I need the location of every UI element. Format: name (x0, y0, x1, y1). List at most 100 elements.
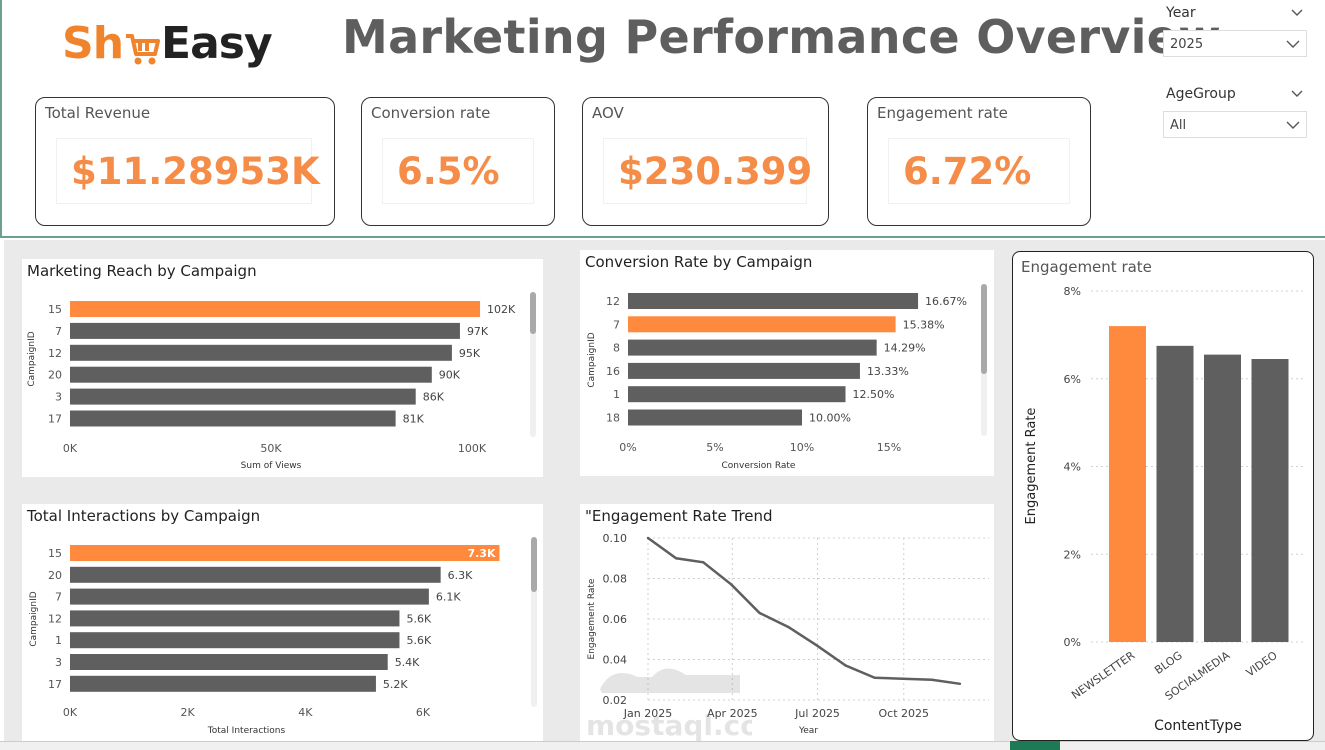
y-axis-title: Engagement Rate (1024, 408, 1039, 525)
category-label: NEWSLETTER (1069, 649, 1137, 702)
y-tick-label: 0.02 (603, 694, 628, 707)
data-label: 81K (403, 413, 425, 426)
report-header: Sh Easy Marketing Performance Overview T… (0, 0, 1325, 238)
data-label: 5.4K (395, 656, 420, 669)
data-point (815, 644, 818, 647)
y-tick-label: 0.08 (603, 573, 628, 586)
total-interactions-chart[interactable]: Total Interactions by Campaign 15 7.3K 20 6… (22, 504, 543, 741)
data-label: 5.6K (406, 612, 431, 625)
bar (70, 410, 396, 427)
kpi-card-aov[interactable]: AOV $230.399 (582, 97, 829, 226)
x-tick-label: 4K (298, 706, 313, 719)
x-tick-label: 6K (416, 706, 431, 719)
category-label: 20 (48, 369, 62, 382)
x-tick-label: Oct 2025 (878, 707, 929, 720)
x-tick-label: 15% (877, 441, 901, 454)
bar (628, 409, 802, 426)
data-point (758, 611, 761, 615)
bar (70, 675, 376, 692)
bar (70, 545, 500, 561)
marketing-reach-svg: 15 102K 7 97K 12 95K 20 90K 3 86K 17 81K 0K 50K 100K Su… (27, 292, 536, 471)
agegroup-filter-value: All (1170, 118, 1187, 133)
category-label: 7 (55, 591, 62, 604)
bar (70, 366, 432, 383)
kpi-card-conversion-rate[interactable]: Conversion rate 6.5% (361, 97, 555, 226)
x-tick-label: 5% (706, 441, 723, 454)
bar (70, 610, 400, 627)
kpi-value: 6.72% (903, 149, 1032, 193)
data-point (674, 557, 678, 560)
category-label: 16 (606, 365, 620, 378)
kpi-card-engagement-rate[interactable]: Engagement rate 6.72% (867, 97, 1091, 226)
y-tick-label: 6% (1064, 373, 1081, 386)
kpi-card-total-revenue[interactable]: Total Revenue $11.28953K (35, 97, 335, 226)
x-tick-label: 0% (619, 441, 636, 454)
x-tick-label: Jul 2025 (794, 707, 840, 720)
agegroup-filter-dropdown[interactable]: All (1163, 111, 1307, 138)
year-filter-label: Year (1166, 5, 1196, 21)
category-label: 15 (48, 547, 62, 560)
kpi-label: Engagement rate (877, 104, 1008, 122)
bar (70, 654, 388, 670)
category-label: 3 (55, 391, 62, 404)
category-label: 18 (606, 412, 620, 425)
chevron-down-icon (1286, 40, 1300, 48)
chevron-down-icon[interactable] (1291, 7, 1303, 19)
y-axis-title: Engagement Rate (587, 578, 597, 659)
x-axis-title: Sum of Views (241, 461, 302, 471)
chart-title: Marketing Reach by Campaign (27, 262, 257, 280)
kpi-label: Total Revenue (45, 104, 151, 122)
engagement-by-content-chart[interactable]: Engagement rate 0% 2% 4% 6% 8% NEWSLETTER BLOG… (1012, 251, 1314, 741)
x-tick-label: 100K (458, 442, 487, 455)
y-tick-label: 4% (1064, 461, 1081, 474)
data-label: 5.2K (383, 678, 408, 691)
active-page-tab[interactable] (1010, 741, 1060, 750)
data-point (958, 682, 962, 685)
data-label: 90K (439, 369, 461, 382)
y-tick-label: 0.04 (603, 654, 628, 667)
bar (628, 316, 896, 333)
category-label: 12 (606, 295, 620, 308)
data-point (844, 664, 847, 667)
chevron-down-icon[interactable] (1291, 88, 1303, 100)
data-label: 16.67% (925, 295, 967, 308)
data-point (646, 536, 650, 540)
data-point (930, 678, 934, 681)
total-interactions-svg: 15 7.3K 20 6.3K 7 6.1K 12 5.6K 1 5.6K 3 5.4K 17 5.2K 0… (29, 537, 537, 736)
data-label: 6.3K (448, 569, 473, 582)
bar (70, 322, 460, 339)
kpi-value: $230.399 (618, 149, 813, 193)
bar (70, 632, 400, 649)
y-axis-title: CampaignID (27, 331, 37, 386)
x-tick-label: Jan 2025 (623, 707, 672, 720)
x-tick-label: 0K (63, 442, 78, 455)
y-tick-label: 8% (1064, 285, 1081, 298)
data-label: 5.6K (406, 634, 431, 647)
category-label: 12 (48, 612, 62, 625)
y-axis-title: CampaignID (29, 591, 39, 646)
data-label: 102K (487, 303, 516, 316)
conversion-rate-chart[interactable]: Conversion Rate by Campaign 12 16.67% 7 15.… (580, 250, 994, 476)
year-filter-dropdown[interactable]: 2025 (1163, 30, 1307, 57)
chart-title: Total Interactions by Campaign (27, 507, 261, 525)
year-filter-value: 2025 (1170, 37, 1204, 52)
marketing-reach-chart[interactable]: Marketing Reach by Campaign 15 102K 7 97K 12… (22, 259, 543, 477)
category-label: 8 (613, 342, 620, 355)
category-label: 1 (613, 388, 620, 401)
y-axis-title: CampaignID (587, 332, 597, 387)
category-label: 12 (48, 347, 62, 360)
category-label: 7 (55, 325, 62, 338)
category-label: 17 (48, 413, 62, 426)
bar (70, 344, 452, 361)
data-label: 7.3K (467, 547, 495, 560)
bar (1109, 326, 1146, 642)
data-label: 6.1K (436, 591, 461, 604)
engagement-trend-chart[interactable]: "Engagement Rate Trend 0.02 0.04 0.06 0.08 0… (580, 504, 994, 741)
page-title: Marketing Performance Overview (342, 10, 1222, 64)
scrollbar-thumb (530, 292, 536, 334)
agegroup-filter-label: AgeGroup (1166, 86, 1236, 102)
bar (70, 566, 441, 583)
kpi-label: AOV (592, 104, 624, 122)
bar (70, 588, 429, 605)
bar (628, 339, 877, 356)
